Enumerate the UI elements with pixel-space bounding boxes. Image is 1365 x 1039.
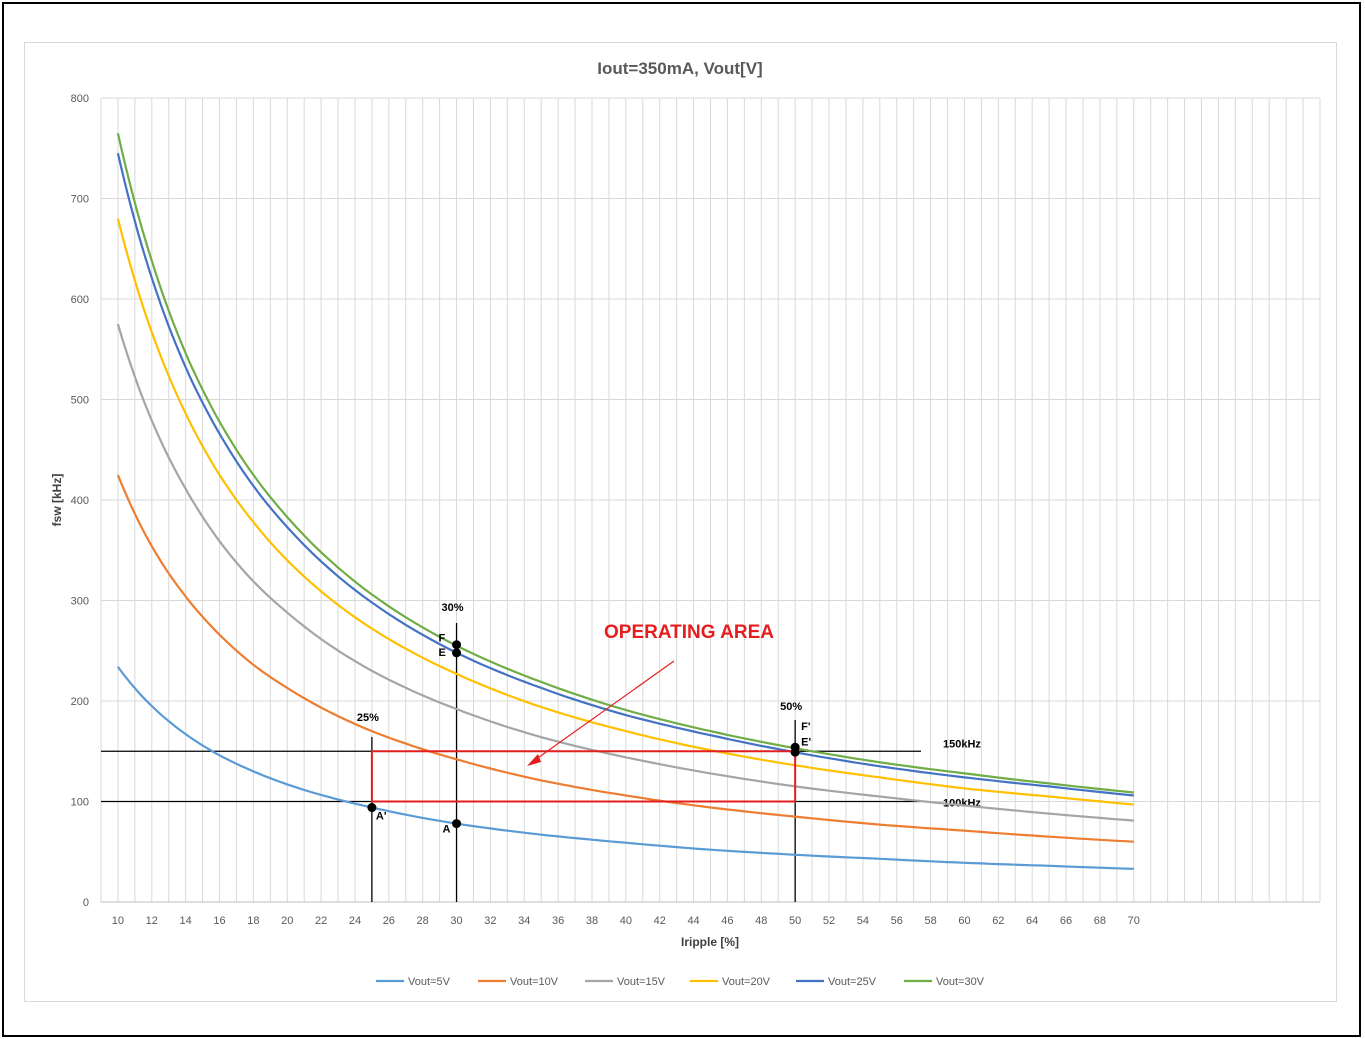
x-tick-label: 16 [213,915,225,927]
point-label-A: A [443,824,451,836]
series-line-Vout=15V [116,323,1134,822]
x-tick-label: 50 [789,915,801,927]
point-label-E': E' [801,736,811,748]
x-tick-label: 66 [1060,915,1072,927]
x-tick-label: 34 [518,915,530,927]
series-line-Vout=25V [116,153,1134,797]
x-tick-label: 42 [654,915,666,927]
legend-label-Vout=20V: Vout=20V [722,976,771,988]
tick-labels: 0 100 200 300 400 500 600 700 800 10 12 14 16 18 20 22 2… [71,93,1140,927]
x-tick-label: 32 [484,915,496,927]
point-label-F: F [439,633,446,645]
y-tick-label: 200 [71,696,89,708]
y-tick-label: 500 [71,395,89,407]
x-tick-label: 64 [1026,915,1038,927]
operating-area [370,660,797,803]
y-axis-label: fsw [kHz] [50,474,64,527]
y-tick-label: 700 [71,194,89,206]
legend-label-Vout=5V: Vout=5V [408,976,451,988]
x-tick-label: 44 [687,915,699,927]
point-E [452,648,462,658]
point-label-A': A' [376,811,387,823]
x-tick-label: 54 [857,915,869,927]
x-tick-label: 28 [417,915,429,927]
point-A' [367,803,377,813]
reference-label-150kHz: 150kHz [943,738,981,750]
series-line-Vout=30V [116,132,1134,794]
legend-label-Vout=10V: Vout=10V [510,976,559,988]
operating-area-arrow [534,660,675,761]
x-tick-label: 48 [755,915,767,927]
x-tick-label: 58 [924,915,936,927]
y-tick-label: 800 [71,93,89,105]
y-tick-label: 300 [71,596,89,608]
x-axis-label: Iripple [%] [681,935,739,949]
y-tick-label: 0 [83,897,89,909]
x-tick-label: 20 [281,915,293,927]
y-tick-label: 400 [71,495,89,507]
gridlines [100,97,1321,903]
x-tick-label: 26 [383,915,395,927]
x-tick-label: 40 [620,915,632,927]
x-tick-label: 24 [349,915,361,927]
chart-title: Iout=350mA, Vout[V] [597,59,762,78]
x-tick-label: 56 [891,915,903,927]
x-tick-label: 68 [1094,915,1106,927]
point-A [452,819,462,829]
y-tick-label: 100 [71,797,89,809]
series-line-Vout=20V [116,218,1134,806]
series-line-Vout=5V [117,666,1134,870]
series-line-Vout=10V [116,474,1134,843]
legend-label-Vout=15V: Vout=15V [617,976,666,988]
x-tick-label: 12 [146,915,158,927]
x-tick-label: 10 [112,915,124,927]
operating-area-rect [370,750,797,803]
x-tick-label: 14 [180,915,192,927]
series-lines [116,132,1134,870]
operating-area-label: OPERATING AREA [604,622,774,643]
y-tick-label: 600 [71,294,89,306]
x-tick-label: 22 [315,915,327,927]
x-tick-label: 70 [1128,915,1140,927]
point-label-E: E [439,647,446,659]
chart-area-border [24,42,1337,1002]
x-tick-label: 46 [721,915,733,927]
point-label-F': F' [801,721,811,733]
x-tick-label: 38 [586,915,598,927]
x-tick-label: 62 [992,915,1004,927]
reference-label-30pct: 30% [442,602,464,614]
legend-label-Vout=25V: Vout=25V [828,976,877,988]
x-tick-label: 60 [958,915,970,927]
x-tick-label: 52 [823,915,835,927]
marked-points: A A' EF E' F' [367,633,811,836]
point-F [452,640,462,650]
operating-area-arrowhead [527,754,541,766]
reference-label-50pct: 50% [780,701,802,713]
point-F' [790,742,800,752]
x-tick-label: 30 [450,915,462,927]
legend-label-Vout=30V: Vout=30V [936,976,985,988]
x-tick-label: 36 [552,915,564,927]
legend: Vout=5V Vout=10V Vout=15V Vout=20V Vout=25V V… [376,976,985,988]
reference-label-25pct: 25% [357,712,379,724]
x-tick-label: 18 [247,915,259,927]
